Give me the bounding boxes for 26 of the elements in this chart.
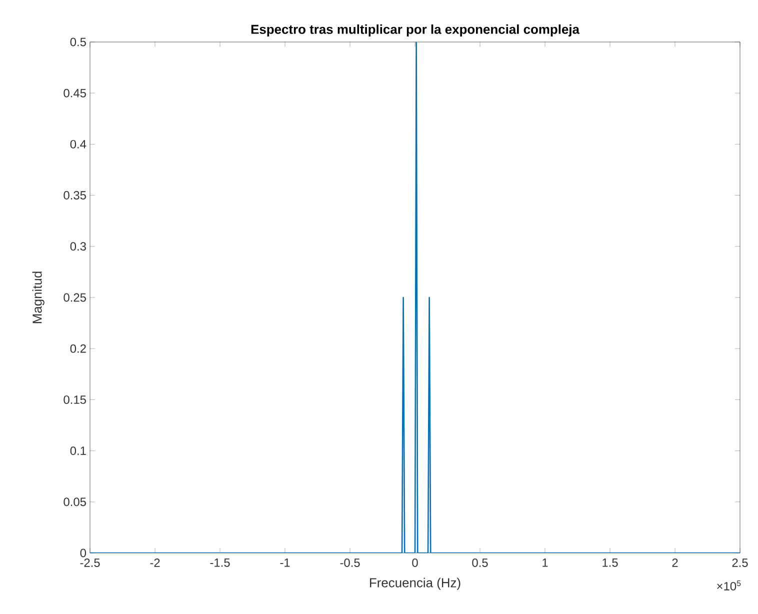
x-tick-label: 1.5 bbox=[602, 558, 618, 567]
text: ×10$^{5}$ bbox=[717, 580, 741, 590]
y-tick-label: 0.2 bbox=[70, 344, 86, 353]
x-tick-label: 0 bbox=[412, 558, 418, 567]
y-tick-label: 0.05 bbox=[64, 498, 86, 506]
x-tick-label: 2.5 bbox=[732, 558, 748, 567]
y-tick-label: 0.1 bbox=[70, 446, 86, 456]
y-tick-label: 0.4 bbox=[70, 140, 86, 148]
x-tick-label: -2.5 bbox=[80, 558, 100, 567]
x-tick-label: -1.5 bbox=[210, 558, 230, 567]
x-tick-label: -1 bbox=[280, 558, 290, 567]
y-tick-label: 0 bbox=[80, 548, 86, 558]
y-tick-label: 0.25 bbox=[64, 293, 86, 302]
chart-title: Espectro tras multiplicar por la exponencial compleja bbox=[251, 24, 580, 36]
x-axis-title: Frecuencia (Hz) bbox=[370, 578, 460, 590]
y-tick-label: 0.45 bbox=[64, 88, 86, 98]
y-tick-label: 0.3 bbox=[70, 242, 86, 251]
y-tick-label: 0.5 bbox=[70, 38, 86, 46]
x-tick-label: -2 bbox=[150, 558, 160, 567]
y-tick-label: 0.35 bbox=[64, 191, 86, 200]
x-tick-label: 1 bbox=[542, 558, 548, 567]
y-tick-label: 0.15 bbox=[64, 395, 86, 404]
x-tick-label: 2 bbox=[672, 558, 678, 567]
x-tick-label: 0.5 bbox=[472, 558, 488, 567]
x-tick-label: -0.5 bbox=[340, 558, 360, 567]
y-axis-title: Magnitud bbox=[32, 272, 44, 324]
